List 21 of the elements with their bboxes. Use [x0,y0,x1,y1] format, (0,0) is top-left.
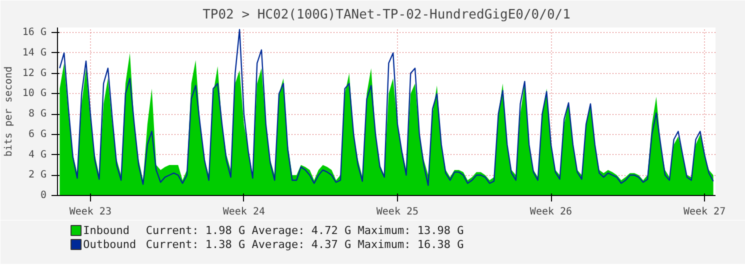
x-tick-label: Week 23 [69,206,112,218]
line-series [59,28,714,186]
legend-label: Inbound [83,224,130,237]
x-tick-label: Week 24 [222,206,266,218]
y-axis-title: bits per second [3,66,14,157]
y-tick-label: 12 G [22,68,47,79]
y-tick-label: 6 G [28,128,46,140]
x-tick-label: Week 27 [683,206,726,218]
text: Current: 1.98 G Average: 4.72 G Maximum: 13.98 G [146,224,464,237]
y-tick-label: 0 [40,190,47,201]
y-tick-label: 4 G [28,149,46,160]
y-tick-label: 10 G [22,88,47,100]
chart-title: TP02 > HC02(100G)TANet-TP-02-HundredGigE0/0/0/1 [202,8,570,22]
y-tick-label: 14 G [22,47,47,58]
x-tick-label: Week 26 [530,206,572,218]
y-tick-label: 8 G [28,108,46,120]
text: Current: 1.38 G Average: 4.37 G Maximum: 16.38 G [146,238,464,251]
y-tick-label: 2 G [28,170,46,181]
y-tick-label: 16 G [22,27,47,38]
x-tick-label: Week 25 [376,206,419,218]
legend-label: Outbound [83,238,136,251]
